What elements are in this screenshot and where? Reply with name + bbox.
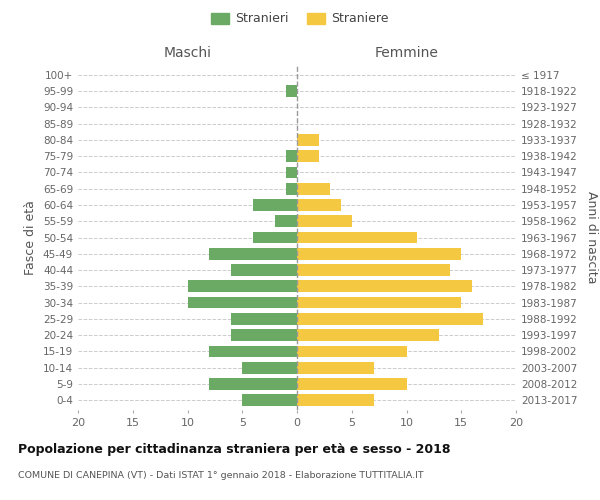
Bar xyxy=(209,346,297,358)
Bar xyxy=(297,378,407,390)
Text: Maschi: Maschi xyxy=(163,46,212,60)
Bar xyxy=(297,346,407,358)
Bar xyxy=(297,150,319,162)
Bar xyxy=(297,313,483,324)
Bar xyxy=(297,296,461,308)
Bar xyxy=(286,183,297,194)
Bar xyxy=(286,150,297,162)
Bar xyxy=(232,313,297,324)
Bar xyxy=(187,280,297,292)
Text: COMUNE DI CANEPINA (VT) - Dati ISTAT 1° gennaio 2018 - Elaborazione TUTTITALIA.I: COMUNE DI CANEPINA (VT) - Dati ISTAT 1° … xyxy=(18,471,424,480)
Y-axis label: Anni di nascita: Anni di nascita xyxy=(584,191,598,284)
Bar xyxy=(297,394,374,406)
Text: Popolazione per cittadinanza straniera per età e sesso - 2018: Popolazione per cittadinanza straniera p… xyxy=(18,442,451,456)
Bar xyxy=(297,248,461,260)
Bar xyxy=(297,134,319,145)
Bar xyxy=(253,232,297,243)
Bar xyxy=(242,394,297,406)
Bar xyxy=(297,183,330,194)
Bar xyxy=(242,362,297,374)
Bar xyxy=(286,85,297,97)
Y-axis label: Fasce di età: Fasce di età xyxy=(25,200,37,275)
Bar xyxy=(297,280,472,292)
Bar xyxy=(297,232,418,243)
Bar xyxy=(297,362,374,374)
Bar xyxy=(286,166,297,178)
Bar xyxy=(297,216,352,227)
Legend: Stranieri, Straniere: Stranieri, Straniere xyxy=(208,8,392,29)
Bar xyxy=(297,330,439,341)
Bar xyxy=(253,199,297,211)
Bar xyxy=(209,248,297,260)
Bar xyxy=(297,264,450,276)
Bar xyxy=(275,216,297,227)
Bar xyxy=(187,296,297,308)
Bar xyxy=(297,199,341,211)
Bar xyxy=(232,330,297,341)
Text: Femmine: Femmine xyxy=(374,46,439,60)
Bar xyxy=(232,264,297,276)
Bar xyxy=(209,378,297,390)
